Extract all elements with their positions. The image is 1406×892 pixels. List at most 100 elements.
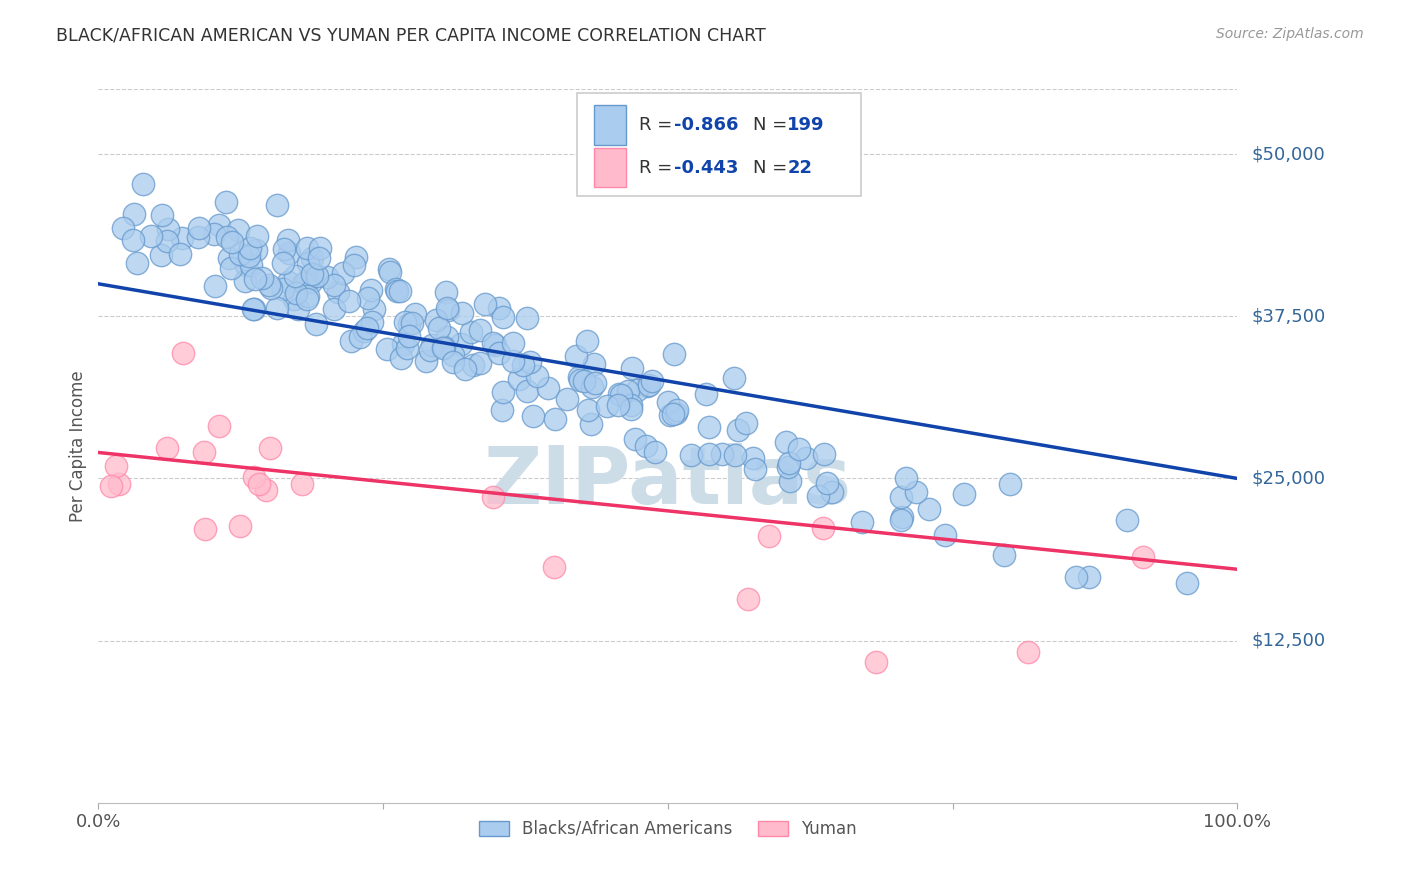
Point	[295, 274, 318, 288]
Point	[394, 316, 416, 330]
Point	[242, 301, 264, 316]
Point	[389, 351, 412, 365]
Point	[337, 293, 360, 308]
Point	[450, 337, 472, 351]
Point	[436, 303, 458, 318]
Point	[1077, 570, 1099, 584]
Point	[522, 409, 544, 423]
Point	[516, 384, 538, 398]
Point	[308, 251, 330, 265]
Point	[620, 401, 643, 416]
Point	[247, 477, 270, 491]
Point	[271, 282, 294, 296]
Point	[697, 420, 720, 434]
Point	[488, 301, 510, 316]
Legend: Blacks/African Americans, Yuman: Blacks/African Americans, Yuman	[472, 814, 863, 845]
Point	[657, 395, 679, 409]
Text: -0.866: -0.866	[673, 116, 738, 134]
Point	[1064, 570, 1087, 584]
Point	[169, 247, 191, 261]
Point	[679, 448, 702, 462]
Point	[243, 470, 266, 484]
Point	[620, 398, 643, 412]
Point	[568, 373, 591, 387]
Point	[149, 248, 172, 262]
Point	[378, 265, 401, 279]
Point	[1175, 576, 1198, 591]
Text: 22: 22	[787, 159, 813, 177]
Text: -0.443: -0.443	[673, 159, 738, 177]
Point	[636, 439, 658, 453]
Point	[392, 336, 415, 351]
Point	[474, 296, 496, 310]
Point	[398, 328, 420, 343]
Point	[218, 251, 240, 265]
Point	[638, 378, 661, 392]
Point	[576, 334, 599, 349]
Point	[363, 301, 385, 316]
FancyBboxPatch shape	[576, 93, 862, 196]
Point	[254, 483, 277, 498]
Point	[285, 286, 308, 301]
Point	[404, 307, 426, 321]
Point	[742, 451, 765, 466]
Point	[697, 446, 720, 460]
Point	[508, 372, 530, 386]
Point	[918, 501, 941, 516]
Point	[710, 447, 733, 461]
Point	[565, 350, 588, 364]
Point	[596, 399, 619, 413]
Point	[122, 207, 145, 221]
Point	[139, 229, 162, 244]
Point	[349, 330, 371, 344]
Y-axis label: Per Capita Income: Per Capita Income	[69, 370, 87, 522]
Point	[665, 405, 688, 419]
Point	[344, 250, 367, 264]
Point	[111, 221, 134, 235]
Point	[425, 313, 447, 327]
Point	[307, 268, 329, 283]
Point	[544, 412, 567, 426]
Point	[775, 434, 797, 449]
Point	[356, 321, 378, 335]
Text: Source: ZipAtlas.com: Source: ZipAtlas.com	[1216, 27, 1364, 41]
Point	[243, 302, 266, 317]
Point	[122, 234, 145, 248]
Point	[583, 376, 606, 391]
Point	[378, 262, 401, 277]
Point	[132, 177, 155, 191]
Point	[278, 245, 301, 260]
Point	[432, 342, 454, 356]
Point	[807, 489, 830, 503]
Point	[993, 548, 1015, 562]
Point	[557, 392, 579, 406]
Point	[543, 560, 565, 574]
Point	[208, 418, 231, 433]
Point	[821, 485, 844, 500]
Point	[375, 342, 398, 356]
Point	[156, 442, 179, 456]
Point	[606, 398, 628, 412]
Point	[427, 321, 450, 335]
Point	[519, 355, 541, 369]
Point	[724, 448, 747, 462]
Point	[737, 592, 759, 607]
Point	[271, 255, 294, 269]
Point	[245, 243, 267, 257]
Point	[502, 335, 524, 350]
Point	[360, 283, 382, 297]
Point	[787, 442, 810, 457]
Point	[481, 490, 503, 504]
Point	[323, 301, 346, 316]
Point	[1115, 513, 1137, 527]
Point	[894, 471, 917, 485]
Point	[239, 241, 262, 255]
Point	[287, 302, 309, 317]
Point	[813, 521, 835, 535]
Point	[636, 379, 658, 393]
Point	[297, 256, 319, 270]
Point	[610, 388, 633, 402]
Point	[723, 371, 745, 385]
Point	[108, 476, 131, 491]
Point	[361, 315, 384, 329]
